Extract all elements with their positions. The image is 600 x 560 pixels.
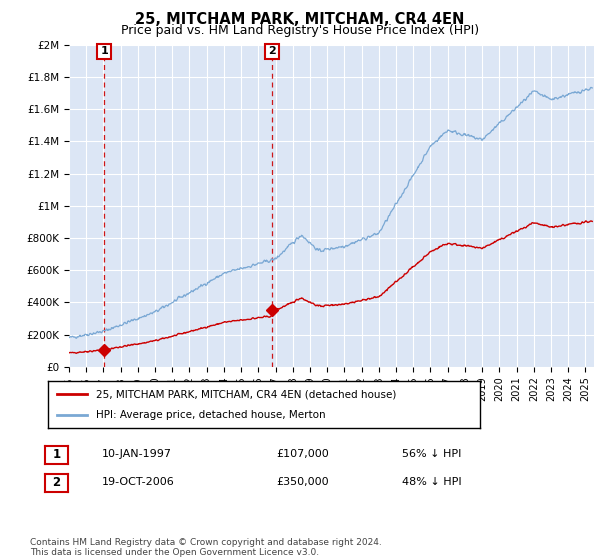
Text: Contains HM Land Registry data © Crown copyright and database right 2024.
This d: Contains HM Land Registry data © Crown c… xyxy=(30,538,382,557)
Text: 1: 1 xyxy=(100,46,108,57)
Text: 25, MITCHAM PARK, MITCHAM, CR4 4EN: 25, MITCHAM PARK, MITCHAM, CR4 4EN xyxy=(136,12,464,27)
Text: £350,000: £350,000 xyxy=(276,477,329,487)
Text: 2: 2 xyxy=(268,46,276,57)
Text: 1: 1 xyxy=(52,448,61,461)
Text: £107,000: £107,000 xyxy=(276,449,329,459)
Text: 48% ↓ HPI: 48% ↓ HPI xyxy=(402,477,461,487)
Text: Price paid vs. HM Land Registry's House Price Index (HPI): Price paid vs. HM Land Registry's House … xyxy=(121,24,479,36)
Text: 2: 2 xyxy=(52,476,61,489)
Text: 19-OCT-2006: 19-OCT-2006 xyxy=(102,477,175,487)
Text: HPI: Average price, detached house, Merton: HPI: Average price, detached house, Mert… xyxy=(95,410,325,420)
Text: 56% ↓ HPI: 56% ↓ HPI xyxy=(402,449,461,459)
Text: 25, MITCHAM PARK, MITCHAM, CR4 4EN (detached house): 25, MITCHAM PARK, MITCHAM, CR4 4EN (deta… xyxy=(95,389,396,399)
Text: 10-JAN-1997: 10-JAN-1997 xyxy=(102,449,172,459)
